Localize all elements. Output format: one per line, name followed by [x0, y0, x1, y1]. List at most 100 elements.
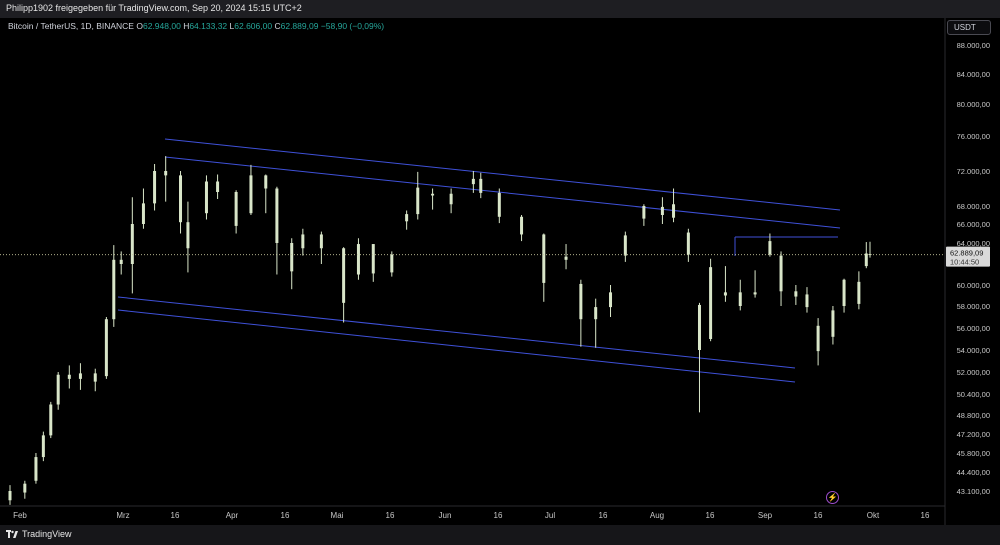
- tradingview-icon: [6, 529, 18, 538]
- candle-body: [542, 234, 546, 283]
- candle-body: [249, 175, 253, 214]
- candle-body: [390, 254, 394, 273]
- candle-body: [164, 171, 168, 176]
- price-scale: 88.000,00 84.000,00 80.000,00 76.000,00 72.0…: [957, 41, 990, 496]
- candle-body: [290, 243, 294, 272]
- currency-button[interactable]: USDT: [947, 20, 991, 35]
- price-tick-label: 80.000,00: [957, 100, 990, 109]
- candle-body: [119, 259, 123, 264]
- candle-body: [831, 310, 835, 337]
- last-price-value: 62.889,09: [950, 249, 983, 258]
- candle-body: [768, 241, 772, 255]
- candle-body: [857, 281, 861, 304]
- candle-body: [371, 244, 375, 274]
- share-attribution: Philipp1902 freigegeben für TradingView.…: [6, 3, 302, 13]
- candle-body: [8, 491, 12, 501]
- candle-body: [301, 234, 305, 249]
- brand-name: TradingView: [22, 529, 72, 539]
- candle-body: [67, 374, 71, 379]
- price-tick-label: 47.200,00: [957, 430, 990, 439]
- price-tick-label: 68.000,00: [957, 202, 990, 211]
- price-tick-label: 43.100,00: [957, 487, 990, 496]
- time-axis-label: 16: [706, 511, 715, 520]
- candle-body: [234, 192, 238, 226]
- candle-body: [697, 304, 701, 350]
- price-tick-label: 76.000,00: [957, 132, 990, 141]
- candle-body: [623, 235, 627, 256]
- time-axis-label: Sep: [758, 511, 773, 520]
- candle-body: [49, 404, 53, 436]
- open-label: O: [136, 21, 143, 31]
- footer-bar: [0, 525, 1000, 545]
- price-tick-label: 52.000,00: [957, 368, 990, 377]
- price-chart-pane[interactable]: 88.000,00 84.000,00 80.000,00 76.000,00 72.0…: [0, 18, 1000, 525]
- candle-body: [356, 244, 360, 275]
- candle-body: [816, 325, 820, 352]
- candle-body: [672, 204, 676, 218]
- candle-body: [779, 255, 783, 292]
- price-tick-label: 54.000,00: [957, 346, 990, 355]
- time-axis-label: Aug: [650, 511, 664, 520]
- symbol-legend: Bitcoin / TetherUS, 1D, BINANCE O62.948,…: [8, 21, 384, 31]
- low-value: 62.606,00: [234, 21, 273, 31]
- candle-body: [842, 279, 846, 306]
- lightning-icon[interactable]: ⚡: [826, 491, 839, 504]
- candle-body: [738, 292, 742, 306]
- candle-body: [23, 483, 27, 493]
- candle-body: [141, 203, 145, 224]
- price-tick-label: 66.000,00: [957, 220, 990, 229]
- price-tick-label: 45.800,00: [957, 449, 990, 458]
- candle-body: [41, 435, 45, 458]
- chart-share-header: Philipp1902 freigegeben für TradingView.…: [0, 0, 1000, 18]
- candle-body: [93, 373, 97, 382]
- countdown-timer: 10:44:50: [950, 258, 979, 267]
- price-tick-label: 44.400,00: [957, 468, 990, 477]
- change-value: −58,90 (−0,09%): [320, 21, 385, 31]
- time-axis-label: Apr: [226, 511, 239, 520]
- price-tick-label: 58.000,00: [957, 302, 990, 311]
- candle-body: [130, 224, 134, 264]
- symbol-name[interactable]: Bitcoin / TetherUS, 1D, BINANCE: [8, 21, 134, 31]
- price-tick-label: 50.400,00: [957, 390, 990, 399]
- time-axis-label: 16: [494, 511, 503, 520]
- candle-body: [579, 283, 583, 320]
- time-axis-label: 16: [814, 511, 823, 520]
- candle-body: [112, 259, 116, 320]
- candle-body: [520, 216, 524, 235]
- tradingview-logo[interactable]: TradingView: [6, 529, 72, 539]
- candle-body: [686, 232, 690, 255]
- trendline: [164, 156, 841, 229]
- candle-body: [794, 291, 798, 297]
- time-axis-label: Jun: [439, 511, 452, 520]
- candle-body: [723, 292, 727, 296]
- price-tick-label: 48.800,00: [957, 411, 990, 420]
- candle-body: [34, 457, 38, 481]
- close-value: 62.889,09: [280, 21, 319, 31]
- candlestick-chart[interactable]: 88.000,00 84.000,00 80.000,00 76.000,00 72.0…: [0, 18, 1000, 525]
- candle-body: [642, 206, 646, 219]
- last-price-badge: [946, 246, 990, 267]
- price-tick-label: 64.000,00: [957, 239, 990, 248]
- candle-body: [319, 234, 323, 249]
- time-scale: Feb Mrz 16 Apr 16 Mai 16 Jun 16 Jul 16 Aug 16 Sep 16 Ok…: [13, 511, 930, 520]
- trendline: [117, 309, 796, 383]
- trendline-channel: [117, 138, 841, 383]
- time-axis-label: Okt: [867, 511, 880, 520]
- candle-body: [864, 253, 868, 267]
- candle-body: [479, 178, 483, 193]
- high-value: 64.133,32: [189, 21, 228, 31]
- candle-body: [471, 178, 475, 185]
- candle-body: [564, 256, 568, 260]
- candle-body: [179, 175, 183, 223]
- candle-body: [660, 206, 664, 215]
- time-axis-label: Jul: [545, 511, 555, 520]
- time-axis-label: 16: [281, 511, 290, 520]
- price-tick-label: 84.000,00: [957, 70, 990, 79]
- time-axis-label: 16: [386, 511, 395, 520]
- candle-body: [805, 294, 809, 308]
- candle-body: [204, 181, 208, 214]
- candle-body: [342, 248, 346, 303]
- price-tick-label: 88.000,00: [957, 41, 990, 50]
- candle-body: [416, 187, 420, 215]
